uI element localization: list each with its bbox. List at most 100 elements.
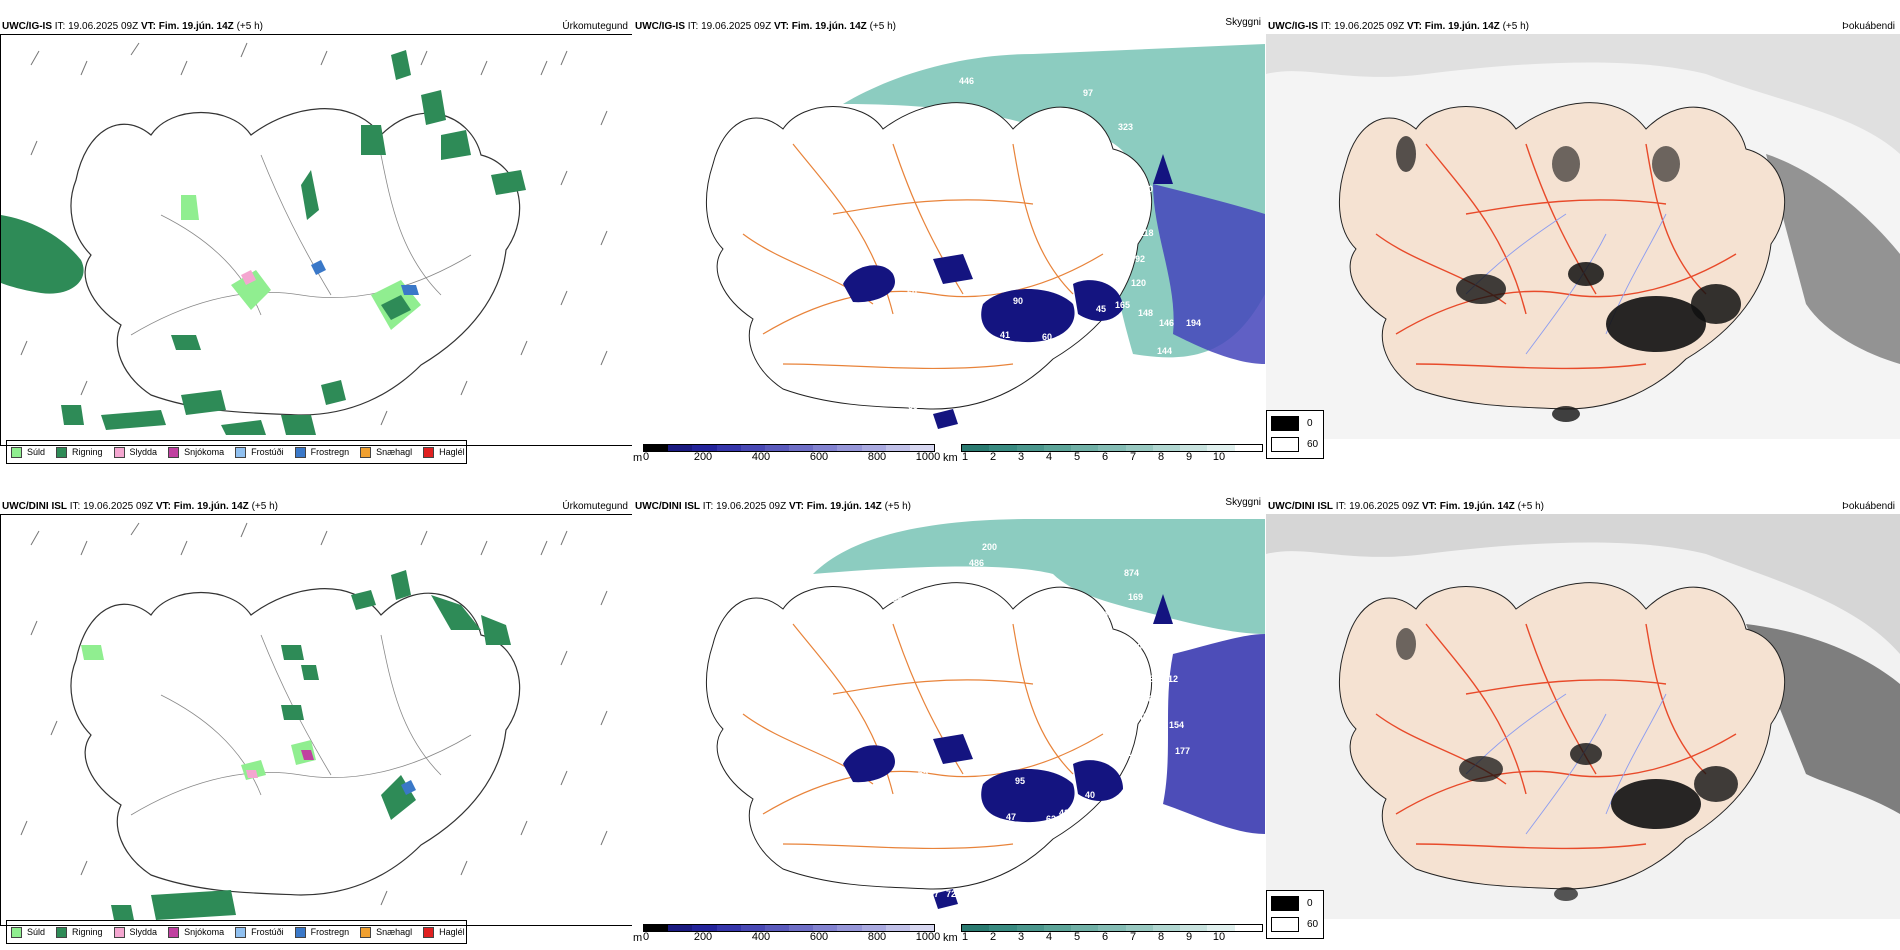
legend-swatch (11, 926, 22, 938)
visibility-value-label: 145 (941, 594, 956, 604)
low-visibility-areas (843, 594, 1173, 909)
visibility-value-label: 120 (1148, 738, 1163, 748)
panel-title: UWC/IG-IS IT: 19.06.2025 09Z VT: Fim. 19… (1268, 21, 1529, 32)
precip-map (0, 34, 632, 446)
visibility-value-label: 323 (1118, 122, 1133, 132)
roads (130, 154, 472, 336)
panel-title: UWC/DINI ISL IT: 19.06.2025 09Z VT: Fim.… (1268, 501, 1544, 512)
tick-label: 7 (1129, 931, 1137, 943)
tick-label: 6 (1101, 451, 1109, 463)
fog-index-legend: 0 60 (1266, 890, 1324, 939)
panel-title: UWC/DINI ISL IT: 19.06.2025 09Z VT: Fim.… (635, 501, 911, 512)
visibility-value-label: 107 (924, 889, 939, 899)
visibility-value-label: 162 (1143, 694, 1158, 704)
colorbar-m (643, 444, 935, 452)
precip-type-panel-igis: UWC/IG-IS IT: 19.06.2025 09Z VT: Fim. 19… (0, 12, 632, 464)
precip-patches (81, 570, 511, 920)
visibility-value-label: 888 (887, 594, 902, 604)
legend-swatch (113, 446, 125, 458)
visibility-value-label: 155 (1142, 373, 1157, 383)
tick-label: 8 (1157, 451, 1165, 463)
visibility-value-label: 187 (1118, 674, 1133, 684)
fog-area-east (1163, 634, 1265, 834)
wind-barbs (20, 522, 608, 906)
roads (130, 634, 472, 816)
legend-swatch (168, 926, 180, 938)
visibility-value-label: 94 (1133, 768, 1143, 778)
rain-area-west (1, 215, 84, 294)
fog-index-map (1266, 34, 1900, 439)
tick-label: 1000 (915, 931, 941, 943)
panel-title: UWC/IG-IS IT: 19.06.2025 09Z VT: Fim. 19… (2, 21, 263, 32)
legend-item: Frostúði (235, 446, 284, 458)
tick-label: 3 (1017, 451, 1025, 463)
legend-item: Snjókoma (168, 926, 224, 938)
tick-label: 400 (751, 931, 771, 943)
visibility-value-label: 60 (1042, 332, 1052, 342)
tick-label: 6 (1101, 931, 1109, 943)
fog-legend-row: 60 (1271, 437, 1318, 452)
legend-swatch (56, 926, 68, 938)
tick-label: 7 (1129, 451, 1137, 463)
visibility-value-label: 72 (946, 889, 956, 899)
fog-legend-row: 0 (1271, 896, 1313, 911)
visibility-value-label: 72 (934, 788, 944, 798)
fog-swatch-black (1271, 416, 1299, 431)
visibility-value-label: 144 (1157, 346, 1172, 356)
legend-swatch (168, 446, 180, 458)
visibility-value-label: 446 (959, 76, 974, 86)
colorbar-km (961, 444, 1263, 452)
visibility-value-label: 183 (1163, 642, 1178, 652)
tick-label: 1 (961, 451, 969, 463)
fog-index-legend: 0 60 (1266, 410, 1324, 459)
visibility-value-label: 41 (854, 784, 864, 794)
legend-swatch (294, 926, 306, 938)
legend-swatch (294, 446, 306, 458)
wind-barbs (20, 42, 608, 426)
iceland-precip-map (20, 522, 608, 920)
tick-label: 800 (867, 451, 887, 463)
tick-label: 600 (809, 451, 829, 463)
legend-item: Slydda (113, 446, 157, 458)
visibility-value-label: 194 (1186, 318, 1201, 328)
tick-label: 10 (1212, 451, 1226, 463)
tick-label: 0 (642, 931, 650, 943)
iceland-fog-map (1266, 514, 1900, 919)
visibility-colorbar-km: km 1 2 3 4 5 6 7 8 9 10 (943, 444, 1265, 464)
visibility-value-label: 109 (1098, 610, 1113, 620)
panel-variable-label: Þokuábendi (1842, 21, 1895, 32)
visibility-value-label: 95 (1015, 776, 1025, 786)
tick-label: 10 (1212, 931, 1226, 943)
visibility-value-label: 90 (1013, 296, 1023, 306)
low-visibility-sea-teal (843, 44, 1265, 358)
visibility-value-label: 40 (1085, 790, 1095, 800)
visibility-value-label: 37 (976, 334, 986, 344)
precip-type-panel-dini: UWC/DINI ISL IT: 19.06.2025 09Z VT: Fim.… (0, 492, 632, 944)
legend-swatch (360, 926, 372, 938)
tick-label: 4 (1045, 451, 1053, 463)
visibility-value-label: 210 (1138, 184, 1153, 194)
fog-index-panel-igis: UWC/IG-IS IT: 19.06.2025 09Z VT: Fim. 19… (1266, 12, 1900, 464)
visibility-map: 446 97 323 17 210 118 92 120 165 148 146 194 38 50 62 9… (633, 34, 1265, 439)
tick-label: 800 (867, 931, 887, 943)
tick-label: 400 (751, 451, 771, 463)
visibility-value-label: 154 (1169, 720, 1184, 730)
fog-swatch-black (1271, 896, 1299, 911)
tick-label: 9 (1185, 931, 1193, 943)
visibility-value-label: 103 (1098, 626, 1113, 636)
visibility-value-label: 212 (1163, 674, 1178, 684)
legend-swatch (235, 446, 247, 458)
visibility-colorbar-m: m 0 200 400 600 800 1000 (633, 924, 940, 944)
visibility-value-label: 169 (1128, 592, 1143, 602)
legend-item: Haglél (423, 446, 465, 458)
tick-label: 2 (989, 451, 997, 463)
visibility-value-label: 148 (1138, 308, 1153, 318)
visibility-value-label: 62 (1046, 814, 1056, 824)
legend-swatch (360, 446, 372, 458)
visibility-colorbar-km: km 1 2 3 4 5 6 7 8 9 10 (943, 924, 1265, 944)
legend-item: Rigning (56, 926, 103, 938)
visibility-value-label: 92 (1135, 254, 1145, 264)
fog-legend-row: 60 (1271, 917, 1318, 932)
legend-swatch (56, 446, 68, 458)
low-visibility-sea-teal (813, 519, 1265, 634)
